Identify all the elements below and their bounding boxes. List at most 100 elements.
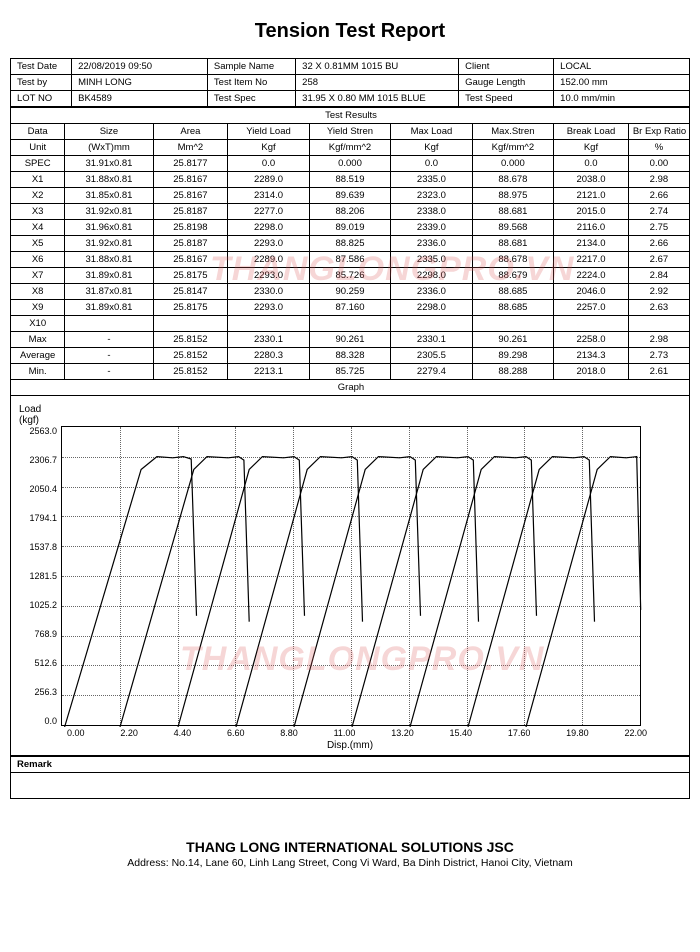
table-cell: Unit	[11, 140, 65, 156]
table-cell: X6	[11, 252, 65, 268]
table-cell: 31.92x0.81	[65, 236, 153, 252]
table-cell: 2.98	[628, 332, 689, 348]
y-tick: 512.6	[19, 658, 57, 668]
table-cell: -	[65, 348, 153, 364]
y-tick: 256.3	[19, 687, 57, 697]
table-cell: 2116.0	[554, 220, 629, 236]
x-tick: 15.40	[450, 728, 473, 738]
table-cell: Yield Stren	[309, 124, 390, 140]
table-cell: 0.00	[628, 156, 689, 172]
table-cell: 2015.0	[554, 204, 629, 220]
table-cell: 85.725	[309, 364, 390, 380]
table-cell: 2289.0	[228, 172, 309, 188]
table-cell: Kgf	[391, 140, 472, 156]
table-cell: 88.679	[472, 268, 553, 284]
x-tick: 0.00	[67, 728, 85, 738]
table-cell: 2224.0	[554, 268, 629, 284]
y-tick: 2563.0	[19, 426, 57, 436]
table-cell: 0.0	[391, 156, 472, 172]
table-cell: 31.88x0.81	[65, 252, 153, 268]
table-cell: 25.8167	[153, 252, 228, 268]
table-cell: 88.685	[472, 284, 553, 300]
results-table: Test Results DataSizeAreaYield LoadYield…	[10, 107, 690, 396]
header-label: Test Item No	[207, 75, 295, 91]
table-cell: Break Load	[554, 124, 629, 140]
table-cell: 85.726	[309, 268, 390, 284]
x-axis-label: Disp.(mm)	[19, 740, 681, 751]
table-cell: 31.91x0.81	[65, 156, 153, 172]
table-cell: 2121.0	[554, 188, 629, 204]
report-title: Tension Test Report	[10, 20, 690, 43]
table-cell: 88.975	[472, 188, 553, 204]
table-cell: 2293.0	[228, 268, 309, 284]
table-cell: 87.160	[309, 300, 390, 316]
table-cell: 2.63	[628, 300, 689, 316]
table-cell: 2330.0	[228, 284, 309, 300]
table-cell	[228, 316, 309, 332]
table-cell: 2279.4	[391, 364, 472, 380]
table-cell: 89.298	[472, 348, 553, 364]
table-cell: 88.681	[472, 204, 553, 220]
header-label: Gauge Length	[459, 75, 554, 91]
header-label: Test by	[11, 75, 72, 91]
table-cell: 2258.0	[554, 332, 629, 348]
header-value: 10.0 mm/min	[554, 91, 690, 107]
footer-address: Address: No.14, Lane 60, Linh Lang Stree…	[10, 857, 690, 869]
header-value: LOCAL	[554, 59, 690, 75]
table-cell: 2314.0	[228, 188, 309, 204]
table-cell: 88.825	[309, 236, 390, 252]
table-cell: 25.8187	[153, 204, 228, 220]
table-cell: 89.568	[472, 220, 553, 236]
table-cell: 25.8152	[153, 364, 228, 380]
table-cell: X4	[11, 220, 65, 236]
table-cell: Size	[65, 124, 153, 140]
table-cell: 90.259	[309, 284, 390, 300]
table-cell: Kgf/mm^2	[309, 140, 390, 156]
header-label: Sample Name	[207, 59, 295, 75]
table-cell: 2018.0	[554, 364, 629, 380]
table-cell: 31.88x0.81	[65, 172, 153, 188]
table-cell	[309, 316, 390, 332]
table-cell: Area	[153, 124, 228, 140]
table-cell: 89.639	[309, 188, 390, 204]
remark-table: Remark	[10, 756, 690, 799]
x-tick: 6.60	[227, 728, 245, 738]
chart-plot-area	[61, 426, 641, 726]
table-cell: 2335.0	[391, 172, 472, 188]
table-cell: 88.678	[472, 172, 553, 188]
table-cell: 25.8175	[153, 300, 228, 316]
graph-header: Graph	[11, 380, 690, 396]
table-cell: 25.8175	[153, 268, 228, 284]
table-cell: 0.0	[554, 156, 629, 172]
table-cell: 88.519	[309, 172, 390, 188]
table-cell: 2293.0	[228, 236, 309, 252]
table-cell: 25.8152	[153, 332, 228, 348]
x-tick: 8.80	[280, 728, 298, 738]
table-cell	[65, 316, 153, 332]
header-value: BK4589	[72, 91, 208, 107]
table-cell: 2.61	[628, 364, 689, 380]
table-cell: 25.8147	[153, 284, 228, 300]
table-cell: 2134.0	[554, 236, 629, 252]
table-cell: 88.288	[472, 364, 553, 380]
tension-curve	[294, 457, 421, 727]
table-cell: Br Exp Ratio	[628, 124, 689, 140]
table-cell: Kgf	[228, 140, 309, 156]
tension-curve	[178, 457, 305, 727]
table-cell: 0.000	[309, 156, 390, 172]
table-cell: %	[628, 140, 689, 156]
table-cell: 2336.0	[391, 284, 472, 300]
table-cell: X9	[11, 300, 65, 316]
table-cell: 89.019	[309, 220, 390, 236]
header-value: 22/08/2019 09:50	[72, 59, 208, 75]
table-cell: 2330.1	[391, 332, 472, 348]
table-cell: 0.0	[228, 156, 309, 172]
tension-curve	[236, 457, 363, 727]
table-cell: 25.8177	[153, 156, 228, 172]
table-cell: 88.678	[472, 252, 553, 268]
table-cell: 2.75	[628, 220, 689, 236]
table-cell	[554, 316, 629, 332]
x-tick: 22.00	[624, 728, 647, 738]
table-cell: 2.73	[628, 348, 689, 364]
x-tick: 2.20	[120, 728, 138, 738]
